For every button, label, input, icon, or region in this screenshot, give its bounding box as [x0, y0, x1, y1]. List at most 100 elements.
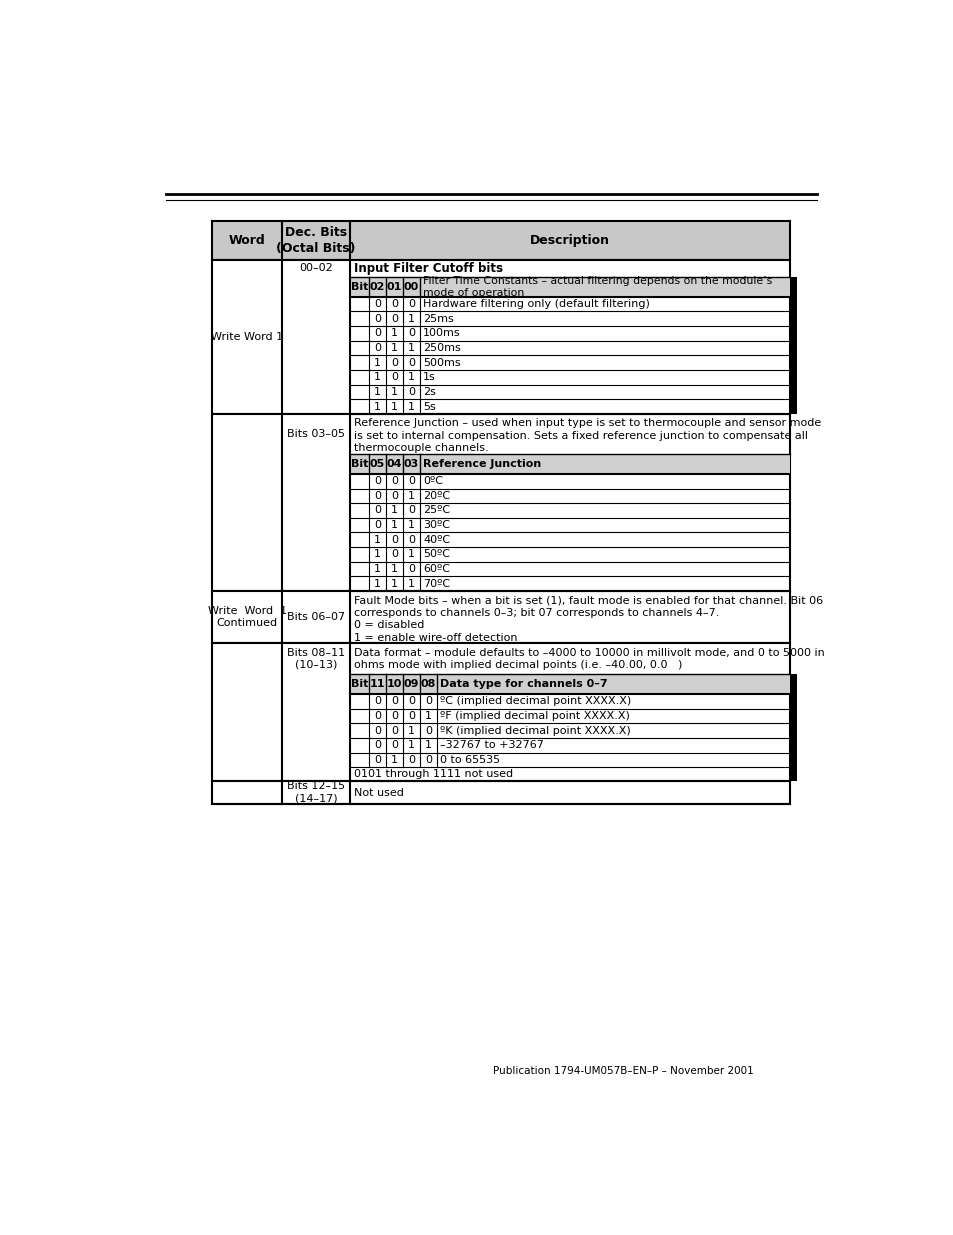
- Text: 1: 1: [374, 535, 380, 545]
- Bar: [212, 592, 789, 643]
- Text: 1: 1: [374, 579, 380, 589]
- Text: Bits 12–15
(14–17): Bits 12–15 (14–17): [287, 782, 345, 804]
- Text: Filter Time Constants – actual filtering depends on the module’s
mode of operati: Filter Time Constants – actual filtering…: [422, 275, 772, 298]
- Text: 1: 1: [408, 520, 415, 530]
- Text: Bits 08–11
(10–13): Bits 08–11 (10–13): [287, 647, 345, 669]
- Text: 1: 1: [374, 550, 380, 559]
- Text: Write  Word  1
Contimued: Write Word 1 Contimued: [208, 606, 287, 629]
- Text: 00–02: 00–02: [299, 263, 333, 273]
- Bar: [350, 674, 789, 694]
- Text: 1: 1: [408, 726, 415, 736]
- Bar: [212, 414, 789, 592]
- Text: 40ºC: 40ºC: [422, 535, 450, 545]
- Text: 0: 0: [391, 740, 397, 751]
- Text: 0 to 65535: 0 to 65535: [439, 755, 499, 764]
- Text: 30ºC: 30ºC: [422, 520, 450, 530]
- Text: 1: 1: [374, 358, 380, 368]
- Text: Dec. Bits
(Octal Bits): Dec. Bits (Octal Bits): [276, 226, 355, 256]
- Text: ºC (implied decimal point XXXX.X): ºC (implied decimal point XXXX.X): [439, 697, 631, 706]
- Text: 0: 0: [374, 490, 380, 501]
- Text: 0ºC: 0ºC: [422, 477, 442, 487]
- Text: 0: 0: [374, 477, 380, 487]
- Text: 0: 0: [374, 740, 380, 751]
- Text: 0: 0: [374, 314, 380, 324]
- Text: 2s: 2s: [422, 387, 436, 396]
- Bar: [212, 643, 789, 782]
- Text: 11: 11: [369, 679, 385, 689]
- Text: 0: 0: [408, 299, 415, 309]
- Text: 1: 1: [391, 387, 397, 396]
- Text: 1: 1: [374, 387, 380, 396]
- Text: 0: 0: [408, 477, 415, 487]
- Text: 0: 0: [391, 477, 397, 487]
- Text: 03: 03: [403, 459, 418, 469]
- Text: 25ms: 25ms: [422, 314, 454, 324]
- Text: 0: 0: [374, 697, 380, 706]
- Text: 1: 1: [408, 740, 415, 751]
- Text: 0: 0: [374, 343, 380, 353]
- Text: 0: 0: [391, 711, 397, 721]
- Text: 0: 0: [391, 490, 397, 501]
- Text: 0: 0: [424, 755, 432, 764]
- Text: 0: 0: [408, 697, 415, 706]
- Text: 0: 0: [391, 358, 397, 368]
- Text: Bit: Bit: [351, 459, 368, 469]
- Text: 0: 0: [408, 387, 415, 396]
- Text: 0: 0: [374, 299, 380, 309]
- Text: 0101 through 1111 not used: 0101 through 1111 not used: [354, 769, 513, 779]
- Text: 0: 0: [408, 505, 415, 515]
- Text: 1: 1: [374, 401, 380, 411]
- Text: 0: 0: [408, 755, 415, 764]
- Text: 0: 0: [408, 535, 415, 545]
- Text: 1: 1: [391, 401, 397, 411]
- Text: 100ms: 100ms: [422, 329, 460, 338]
- Text: 1: 1: [374, 564, 380, 574]
- Text: Word: Word: [229, 235, 265, 247]
- Text: 08: 08: [420, 679, 436, 689]
- Text: Input Filter Cutoff bits: Input Filter Cutoff bits: [354, 262, 502, 275]
- Text: 0: 0: [391, 372, 397, 383]
- Text: 0: 0: [424, 697, 432, 706]
- Text: 5s: 5s: [422, 401, 436, 411]
- Text: ºK (implied decimal point XXXX.X): ºK (implied decimal point XXXX.X): [439, 726, 630, 736]
- Text: 0: 0: [408, 358, 415, 368]
- Text: 0: 0: [374, 755, 380, 764]
- Text: 1: 1: [391, 579, 397, 589]
- Text: Publication 1794-UM057B–EN–P – November 2001: Publication 1794-UM057B–EN–P – November …: [492, 1066, 753, 1076]
- Text: Bit: Bit: [351, 282, 368, 291]
- Text: 10: 10: [386, 679, 401, 689]
- Text: 0: 0: [391, 314, 397, 324]
- Text: Data format – module defaults to –4000 to 10000 in millivolt mode, and 0 to 5000: Data format – module defaults to –4000 t…: [354, 648, 824, 671]
- Text: 25ºC: 25ºC: [422, 505, 450, 515]
- Text: 1: 1: [408, 314, 415, 324]
- Text: 0: 0: [391, 299, 397, 309]
- Text: 250ms: 250ms: [422, 343, 460, 353]
- Text: 02: 02: [369, 282, 385, 291]
- Text: 20ºC: 20ºC: [422, 490, 450, 501]
- Text: 0: 0: [408, 329, 415, 338]
- Text: 1: 1: [391, 505, 397, 515]
- Text: 0: 0: [391, 535, 397, 545]
- Text: 1: 1: [408, 579, 415, 589]
- Bar: [350, 454, 789, 474]
- Text: 1: 1: [391, 564, 397, 574]
- Text: Reference Junction – used when input type is set to thermocouple and sensor mode: Reference Junction – used when input typ…: [354, 419, 821, 453]
- Text: 01: 01: [386, 282, 401, 291]
- Text: 1: 1: [408, 372, 415, 383]
- Text: 05: 05: [370, 459, 385, 469]
- Text: Bit: Bit: [351, 679, 368, 689]
- Bar: [350, 277, 789, 296]
- Text: 0: 0: [374, 711, 380, 721]
- Text: Not used: Not used: [354, 788, 403, 798]
- Text: 04: 04: [386, 459, 402, 469]
- Text: 0: 0: [408, 711, 415, 721]
- Text: 1: 1: [391, 343, 397, 353]
- Text: 1: 1: [408, 401, 415, 411]
- Text: 1: 1: [408, 490, 415, 501]
- Text: ºF (implied decimal point XXXX.X): ºF (implied decimal point XXXX.X): [439, 711, 629, 721]
- Text: 1: 1: [391, 755, 397, 764]
- Text: Bits 03–05: Bits 03–05: [287, 429, 345, 438]
- Text: 1: 1: [424, 740, 432, 751]
- Text: Reference Junction: Reference Junction: [422, 459, 540, 469]
- Text: 0: 0: [391, 697, 397, 706]
